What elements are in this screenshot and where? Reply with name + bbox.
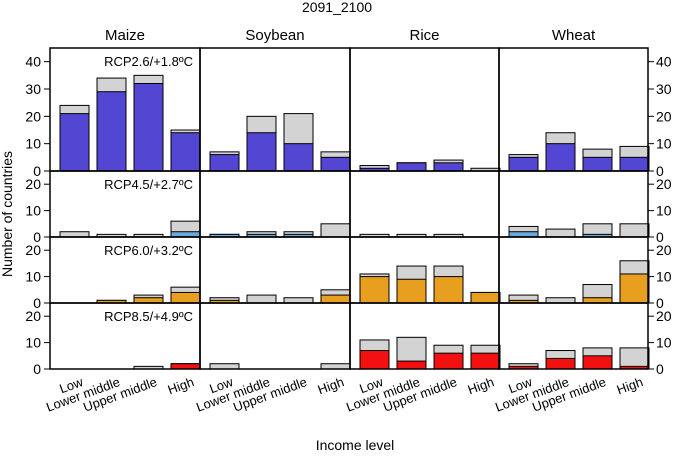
bar-total-soybean-0 xyxy=(209,363,240,370)
chart-title: 2091_2100 xyxy=(302,0,372,15)
bar-subset-rice-3 xyxy=(470,352,501,370)
crop-header-maize: Maize xyxy=(105,27,145,44)
bar-subset-wheat-0 xyxy=(508,156,539,172)
bar-subset-wheat-3 xyxy=(619,273,650,304)
y-tick-label-left: 20 xyxy=(25,176,41,192)
y-tick-label-left: 0 xyxy=(33,163,41,179)
bar-subset-wheat-1 xyxy=(545,143,576,172)
bar-total-wheat-3 xyxy=(619,347,650,370)
y-tick-label-left: 20 xyxy=(25,242,41,258)
crop-header-wheat: Wheat xyxy=(552,27,596,44)
y-tick-label-left: 10 xyxy=(25,335,41,351)
scenario-label: RCP2.6/+1.8ºC xyxy=(104,54,193,69)
bar-subset-maize-3 xyxy=(170,363,201,370)
y-tick-label-left: 10 xyxy=(25,269,41,285)
y-tick-label-left: 0 xyxy=(33,361,41,377)
bar-subset-wheat-3 xyxy=(619,156,650,172)
bar-subset-rice-2 xyxy=(433,276,464,304)
bar-subset-maize-2 xyxy=(133,297,164,304)
panel-frame-soybean-3 xyxy=(199,302,351,370)
y-tick-label-left: 20 xyxy=(25,108,41,124)
y-tick-label-right: 20 xyxy=(656,242,672,258)
bar-subset-rice-0 xyxy=(359,276,390,304)
y-tick-label-right: 10 xyxy=(656,203,672,219)
y-axis-label: Number of countries xyxy=(0,151,15,277)
bar-total-soybean-3 xyxy=(320,223,351,238)
scenario-label: RCP6.0/+3.2ºC xyxy=(104,243,193,258)
bar-subset-maize-0 xyxy=(59,113,90,172)
bar-total-wheat-1 xyxy=(545,297,576,304)
scenario-label: RCP8.5/+4.9ºC xyxy=(104,309,193,324)
panel-frame-rice-1 xyxy=(349,170,500,238)
bar-subset-rice-2 xyxy=(433,162,464,172)
bar-subset-maize-2 xyxy=(133,83,164,172)
y-tick-label-left: 40 xyxy=(25,54,41,70)
y-tick-label-right: 30 xyxy=(656,81,672,97)
crop-header-soybean: Soybean xyxy=(245,27,304,44)
y-tick-label-right: 0 xyxy=(656,295,664,311)
bar-subset-rice-3 xyxy=(470,291,501,304)
y-tick-label-right: 20 xyxy=(656,308,672,324)
crop-header-rice: Rice xyxy=(409,27,439,44)
bar-subset-wheat-1 xyxy=(545,357,576,370)
bar-subset-wheat-0 xyxy=(508,231,539,238)
bar-total-wheat-3 xyxy=(619,223,650,238)
x-tick-label-wheat: High xyxy=(615,374,645,397)
y-tick-label-left: 10 xyxy=(25,136,41,152)
bar-subset-wheat-2 xyxy=(582,355,613,370)
bar-subset-rice-2 xyxy=(433,352,464,370)
panel-frame-wheat-3 xyxy=(498,302,649,370)
bar-subset-rice-0 xyxy=(359,350,390,370)
y-tick-label-left: 20 xyxy=(25,308,41,324)
x-tick-label-maize: High xyxy=(166,374,196,397)
bar-total-wheat-1 xyxy=(545,228,576,238)
bar-total-maize-0 xyxy=(59,231,90,238)
bar-subset-wheat-2 xyxy=(582,156,613,172)
panel-grid: Maize Soybean Rice Wheat RCP2.6/+1.8ºC 0 0 10 10… xyxy=(25,27,671,415)
bar-subset-soybean-3 xyxy=(320,294,351,304)
bar-total-soybean-1 xyxy=(246,294,277,304)
y-tick-label-right: 20 xyxy=(656,176,672,192)
y-tick-label-right: 0 xyxy=(656,163,664,179)
y-tick-label-right: 40 xyxy=(656,54,672,70)
y-tick-label-right: 10 xyxy=(656,335,672,351)
panel-frame-rice-0 xyxy=(349,47,500,172)
bar-subset-maize-1 xyxy=(96,91,127,172)
y-tick-label-right: 20 xyxy=(656,108,672,124)
bar-subset-wheat-2 xyxy=(582,297,613,304)
scenario-label: RCP4.5/+2.7ºC xyxy=(104,177,193,192)
y-tick-label-left: 0 xyxy=(33,229,41,245)
y-tick-label-right: 0 xyxy=(656,361,664,377)
bar-subset-rice-1 xyxy=(396,278,427,304)
bar-subset-soybean-0 xyxy=(209,154,240,172)
y-tick-label-left: 10 xyxy=(25,203,41,219)
bar-subset-soybean-2 xyxy=(283,143,314,172)
bar-subset-maize-3 xyxy=(170,231,201,238)
bar-subset-soybean-1 xyxy=(246,132,277,172)
bar-subset-maize-3 xyxy=(170,132,201,172)
x-tick-label-rice: High xyxy=(466,374,496,397)
x-tick-label-soybean: High xyxy=(316,374,346,397)
bar-subset-maize-3 xyxy=(170,291,201,304)
bar-subset-soybean-3 xyxy=(320,156,351,172)
x-axis-label: Income level xyxy=(316,437,395,453)
y-tick-label-right: 0 xyxy=(656,229,664,245)
y-tick-label-left: 30 xyxy=(25,81,41,97)
y-tick-label-left: 0 xyxy=(33,295,41,311)
bar-total-soybean-2 xyxy=(283,297,314,304)
bar-total-soybean-3 xyxy=(320,363,351,370)
y-tick-label-right: 10 xyxy=(656,269,672,285)
bar-subset-rice-1 xyxy=(396,162,427,172)
bar-subset-rice-1 xyxy=(396,360,427,370)
y-tick-label-right: 10 xyxy=(656,136,672,152)
